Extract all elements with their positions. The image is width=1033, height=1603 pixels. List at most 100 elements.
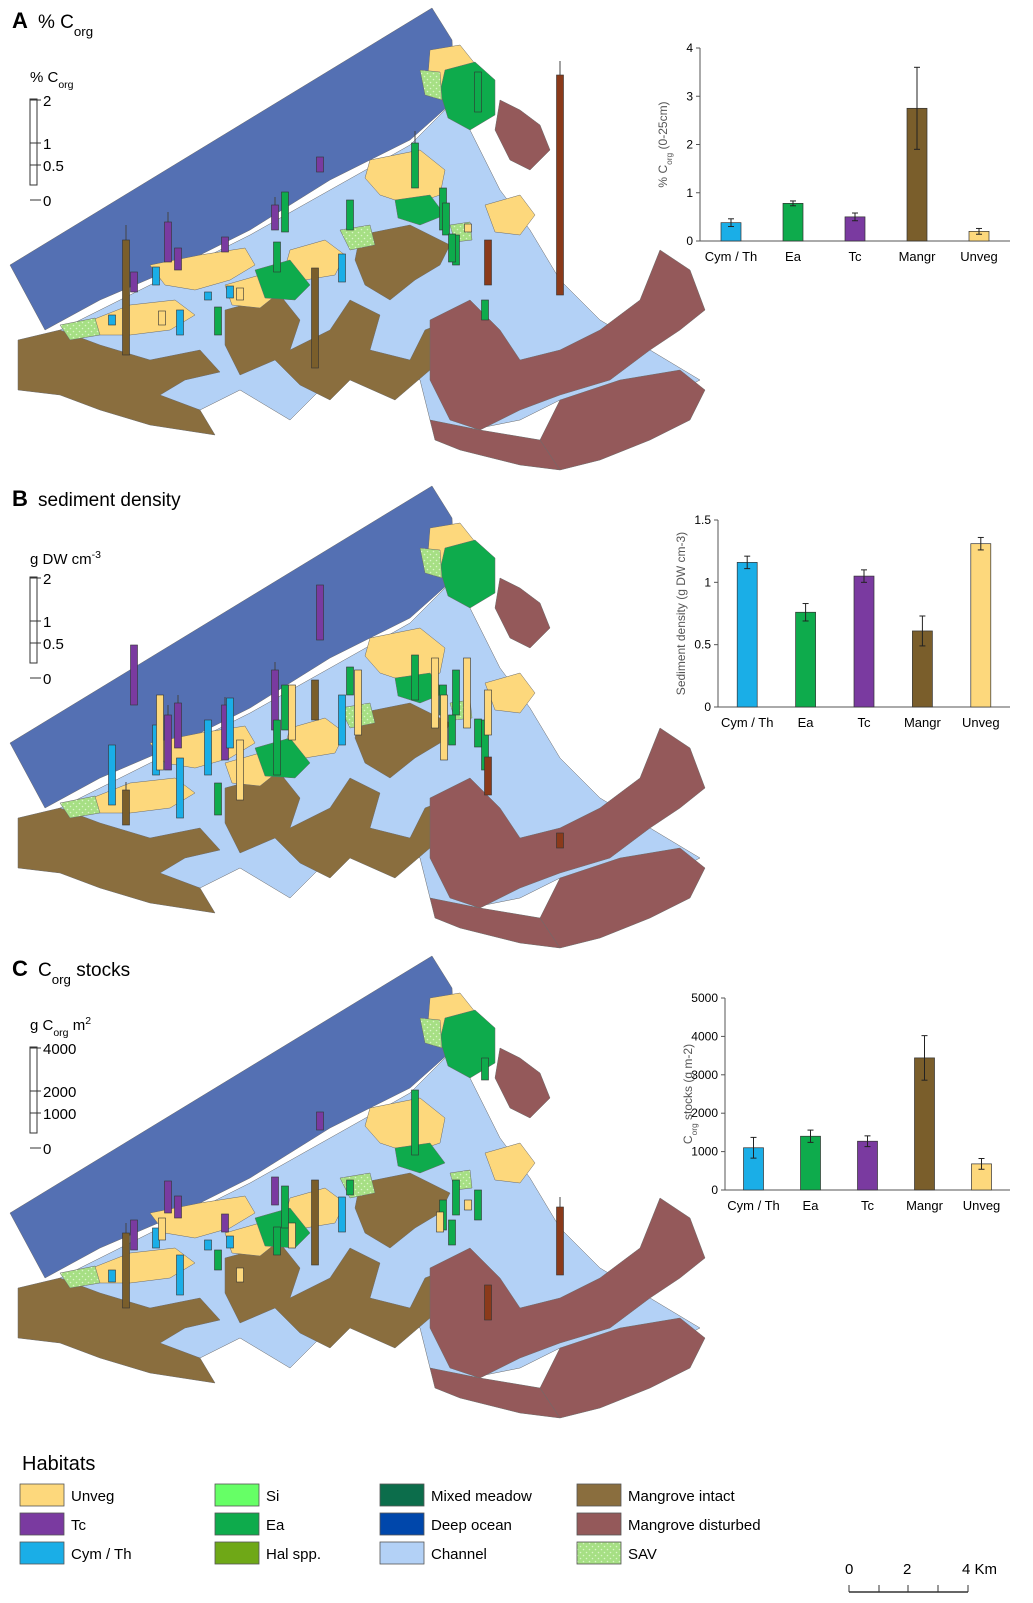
column-marker <box>556 1206 564 1276</box>
sav-region <box>59 317 101 341</box>
y-tick-label: 2000 <box>691 1106 718 1120</box>
map-scale-tick-label: 4000 <box>43 1041 76 1058</box>
panel-letter: C <box>12 956 28 981</box>
column-marker <box>448 1219 456 1246</box>
map-scale-unit: g DW cm-3 <box>30 549 101 568</box>
panel-c: C Corg stocks g Corg m2 4000 2000 1000 0 <box>9 955 706 1419</box>
column-marker <box>316 156 324 173</box>
column-markers <box>108 61 564 369</box>
column-marker <box>440 694 448 761</box>
mangrove-intact-region <box>354 702 451 779</box>
y-tick-label: 1.5 <box>694 513 711 527</box>
column-marker <box>273 719 281 776</box>
column-markers <box>108 584 564 849</box>
column-marker <box>204 719 212 776</box>
scale-bar: 0 2 4 Km <box>845 1561 997 1593</box>
map-scale-tick-label: 2 <box>43 93 51 110</box>
bar <box>857 1140 878 1191</box>
column-marker <box>431 657 439 729</box>
sav-region <box>59 795 101 819</box>
map-scale-bar <box>29 1046 38 1134</box>
column-marker <box>174 1195 182 1219</box>
y-tick-label: 5000 <box>691 991 718 1005</box>
column-marker <box>204 291 212 301</box>
habitat-map <box>9 955 706 1419</box>
column-marker <box>481 1057 489 1081</box>
column-marker <box>226 697 234 749</box>
legend-label: SAV <box>628 1546 657 1563</box>
column-marker <box>130 271 138 293</box>
legend-swatch <box>19 1541 65 1565</box>
column-marker <box>164 1180 172 1214</box>
map-scale-tick-label: 0 <box>43 671 51 688</box>
bar <box>970 543 992 708</box>
column-markers <box>108 1057 564 1321</box>
column-marker <box>354 669 362 736</box>
column-marker <box>273 1226 281 1256</box>
column-marker <box>122 789 130 826</box>
legend-swatch <box>379 1512 425 1536</box>
mangrove-disturbed-region <box>429 897 561 949</box>
legend-swatch <box>379 1483 425 1507</box>
column-marker <box>271 1176 279 1206</box>
legend-label: Ea <box>266 1517 285 1534</box>
column-marker <box>130 644 138 706</box>
column-marker <box>108 314 116 326</box>
category-label: Mangr <box>904 715 942 730</box>
y-tick-label: 1000 <box>691 1145 718 1159</box>
category-label: Cym / Th <box>721 715 774 730</box>
scale-bar-label: 4 Km <box>962 1561 997 1578</box>
column-marker <box>474 718 482 748</box>
legend-swatch <box>576 1541 622 1565</box>
ocean-region <box>9 7 456 331</box>
column-marker <box>484 239 492 286</box>
map-scale-bar <box>29 98 38 186</box>
scale-bar-label: 2 <box>903 1561 911 1578</box>
category-label: Unveg <box>963 1198 1001 1213</box>
y-axis-label: % Corg (0-25cm) <box>656 101 674 187</box>
map-scale-tick-label: 1000 <box>43 1106 76 1123</box>
legend-swatch <box>19 1483 65 1507</box>
column-marker <box>156 694 164 771</box>
panel-title: % Corg <box>38 12 93 39</box>
column-marker <box>311 1179 319 1266</box>
panel-letter: B <box>12 486 28 511</box>
unveg-region <box>149 247 256 291</box>
column-marker <box>158 310 166 326</box>
unveg-region <box>484 672 536 714</box>
column-marker <box>311 679 319 721</box>
ocean-region <box>9 485 456 809</box>
legend-swatch <box>576 1483 622 1507</box>
unveg-region <box>484 194 536 236</box>
category-label: Tc <box>861 1198 875 1213</box>
y-axis-label: Sediment density (g DW cm-3) <box>674 532 688 695</box>
bar <box>795 611 816 708</box>
ea-region <box>394 194 446 226</box>
column-marker <box>484 756 492 796</box>
column-marker <box>214 782 222 816</box>
mangrove-disturbed-region <box>494 99 551 171</box>
column-marker <box>176 757 184 819</box>
column-marker <box>436 1211 444 1233</box>
column-marker <box>281 684 289 731</box>
legend-label: Si <box>266 1488 279 1505</box>
y-tick-label: 4 <box>686 41 693 55</box>
column-marker <box>288 684 296 741</box>
column-marker <box>236 739 244 801</box>
ocean-region <box>9 955 456 1279</box>
column-marker <box>108 1269 116 1283</box>
column-marker <box>338 1196 346 1233</box>
legend-label: Channel <box>431 1546 487 1563</box>
column-marker <box>316 584 324 641</box>
column-marker <box>164 714 172 771</box>
map-scale-tick-label: 0.5 <box>43 636 64 653</box>
column-marker <box>204 1239 212 1251</box>
bar <box>736 562 758 708</box>
category-label: Ea <box>798 715 815 730</box>
map-scale-bar <box>29 576 38 664</box>
mangrove-intact-region <box>17 329 221 436</box>
column-marker <box>338 253 346 283</box>
bar <box>800 1135 821 1191</box>
